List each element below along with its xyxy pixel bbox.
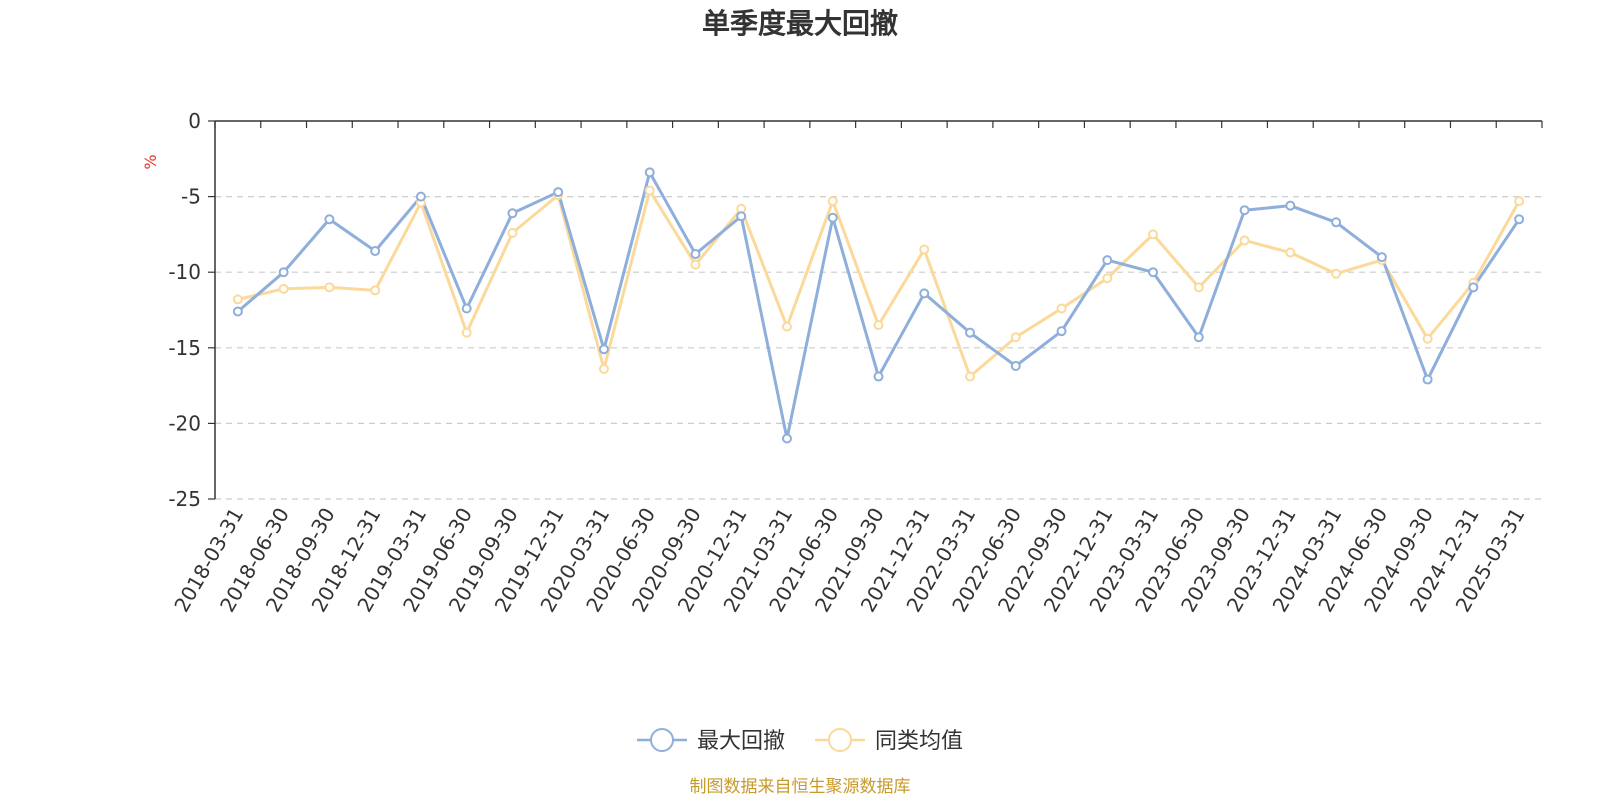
- data-point-0: [415, 191, 426, 202]
- data-point-0: [1514, 214, 1525, 225]
- data-point-0: [598, 344, 609, 355]
- data-point-0: [278, 267, 289, 278]
- data-point-1: [1239, 235, 1250, 246]
- data-point-0: [965, 327, 976, 338]
- data-point-0: [232, 306, 243, 317]
- data-point-1: [324, 282, 335, 293]
- data-point-1: [598, 363, 609, 374]
- data-point-1: [1148, 229, 1159, 240]
- y-tick-label: -20: [168, 411, 201, 435]
- data-point-1: [644, 185, 655, 196]
- data-point-0: [919, 288, 930, 299]
- legend-label: 同类均值: [875, 729, 963, 754]
- data-point-1: [278, 283, 289, 294]
- series-layer: [232, 167, 1525, 444]
- data-point-0: [1331, 217, 1342, 228]
- data-point-1: [965, 371, 976, 382]
- y-tick-label: -10: [168, 260, 201, 284]
- series-line-0: [236, 170, 1521, 441]
- data-point-1: [1102, 273, 1113, 284]
- data-point-0: [1193, 332, 1204, 343]
- data-point-0: [553, 187, 564, 198]
- legend-marker: [650, 728, 674, 752]
- data-point-0: [1102, 255, 1113, 266]
- data-point-1: [1193, 282, 1204, 293]
- data-point-1: [232, 294, 243, 305]
- data-point-1: [919, 244, 930, 255]
- legend-label: 最大回撤: [697, 729, 785, 754]
- axes: 0-5-10-15-20-252018-03-312018-06-302018-…: [168, 109, 1543, 616]
- legend-marker: [828, 728, 852, 752]
- data-point-0: [370, 246, 381, 257]
- data-point-0: [827, 212, 838, 223]
- data-point-0: [1056, 326, 1067, 337]
- data-point-0: [873, 371, 884, 382]
- data-point-1: [781, 321, 792, 332]
- data-point-1: [1010, 332, 1021, 343]
- data-point-0: [1468, 282, 1479, 293]
- chart-title: 单季度最大回撤: [702, 7, 898, 40]
- data-point-0: [690, 249, 701, 260]
- data-point-0: [461, 303, 472, 314]
- source-note: 制图数据来自恒生聚源数据库: [690, 777, 911, 797]
- data-point-0: [736, 211, 747, 222]
- legend: 最大回撤 同类均值: [637, 728, 963, 754]
- data-point-0: [1422, 374, 1433, 385]
- data-point-1: [1514, 196, 1525, 207]
- data-point-1: [1331, 268, 1342, 279]
- data-point-0: [1285, 200, 1296, 211]
- data-point-1: [1056, 303, 1067, 314]
- data-point-1: [370, 285, 381, 296]
- data-point-0: [1239, 205, 1250, 216]
- data-point-0: [1148, 267, 1159, 278]
- data-point-0: [324, 214, 335, 225]
- data-point-0: [1010, 360, 1021, 371]
- data-point-0: [644, 167, 655, 178]
- y-axis-unit: %: [141, 154, 160, 169]
- data-point-0: [507, 208, 518, 219]
- data-point-1: [507, 227, 518, 238]
- y-tick-label: -25: [168, 487, 201, 511]
- y-tick-label: 0: [188, 109, 201, 133]
- data-point-1: [1422, 333, 1433, 344]
- y-tick-label: -5: [181, 185, 201, 209]
- data-point-0: [1376, 252, 1387, 263]
- y-tick-label: -15: [168, 336, 201, 360]
- data-point-1: [1285, 247, 1296, 258]
- data-point-0: [781, 433, 792, 444]
- data-point-1: [690, 259, 701, 270]
- grid-lines: [215, 196, 1542, 500]
- data-point-1: [827, 196, 838, 207]
- data-point-1: [873, 320, 884, 331]
- data-point-1: [461, 327, 472, 338]
